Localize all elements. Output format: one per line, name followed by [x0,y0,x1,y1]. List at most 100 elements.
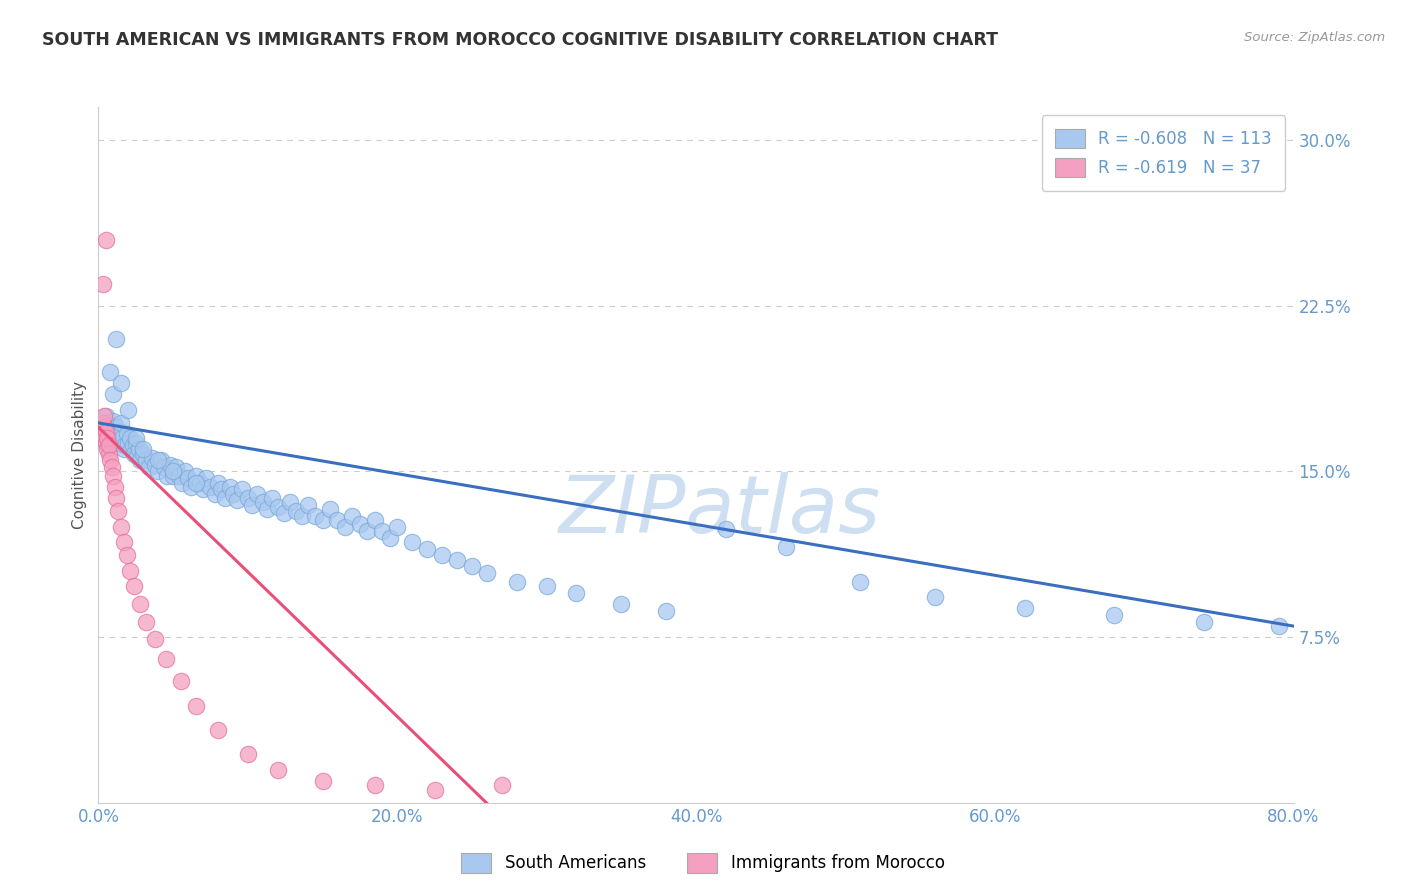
Point [565,586,588,600]
Point [342,508,364,523]
Point [153,460,176,475]
Point [446,553,468,567]
Point [200,480,222,494]
Point [260,491,283,505]
Point [93,420,115,434]
Point [240,498,263,512]
Point [167,469,190,483]
Point [304,508,326,523]
Point [256,502,278,516]
Point [195,471,218,485]
Point [97,447,120,461]
Point [311,513,333,527]
Point [252,495,274,509]
Point [100,429,122,443]
Point [110,425,132,439]
Point [1104,608,1126,623]
Point [103,414,125,428]
Point [104,431,127,445]
Point [849,574,872,589]
Point [101,460,124,475]
Point [775,540,797,554]
Point [246,486,269,500]
Point [124,579,146,593]
Point [273,507,295,521]
Point [91,416,114,430]
Point [333,519,356,533]
Point [104,480,127,494]
Point [226,493,249,508]
Point [93,409,115,424]
Point [90,425,112,439]
Point [117,435,139,450]
Point [135,615,157,629]
Point [110,519,132,533]
Point [180,480,202,494]
Point [112,442,135,457]
Point [115,549,138,563]
Point [138,460,160,475]
Point [91,431,114,445]
Point [97,418,120,433]
Point [172,475,194,490]
Point [110,416,132,430]
Point [536,579,558,593]
Point [135,453,157,467]
Point [169,674,191,689]
Point [356,524,378,538]
Point [107,504,129,518]
Point [94,409,117,424]
Point [311,773,333,788]
Point [156,469,179,483]
Point [475,566,498,580]
Point [103,469,125,483]
Point [1014,601,1036,615]
Point [125,431,148,445]
Point [267,500,290,514]
Point [141,451,163,466]
Point [236,491,259,505]
Point [114,438,136,452]
Point [155,652,177,666]
Point [162,465,184,479]
Point [188,475,211,490]
Point [714,522,737,536]
Point [124,447,146,461]
Point [96,431,118,445]
Point [191,482,214,496]
Point [91,277,114,291]
Point [236,747,259,762]
Point [1192,615,1215,629]
Point [378,531,401,545]
Point [107,426,129,441]
Text: ZIPatlas: ZIPatlas [558,472,882,549]
Point [94,416,117,430]
Point [184,469,207,483]
Point [278,495,301,509]
Point [423,782,446,797]
Point [364,513,387,527]
Point [162,469,184,483]
Point [231,482,253,496]
Point [100,365,122,379]
Point [94,435,117,450]
Point [1267,619,1289,633]
Point [105,491,128,505]
Point [94,425,117,439]
Point [127,449,149,463]
Point [93,425,115,439]
Point [108,435,131,450]
Point [284,504,307,518]
Point [401,535,423,549]
Point [297,498,319,512]
Point [103,425,125,439]
Point [222,486,245,500]
Point [148,465,170,479]
Text: Source: ZipAtlas.com: Source: ZipAtlas.com [1244,31,1385,45]
Point [105,420,128,434]
Point [209,482,232,496]
Point [174,465,197,479]
Point [385,519,409,533]
Point [491,778,513,792]
Point [128,442,150,457]
